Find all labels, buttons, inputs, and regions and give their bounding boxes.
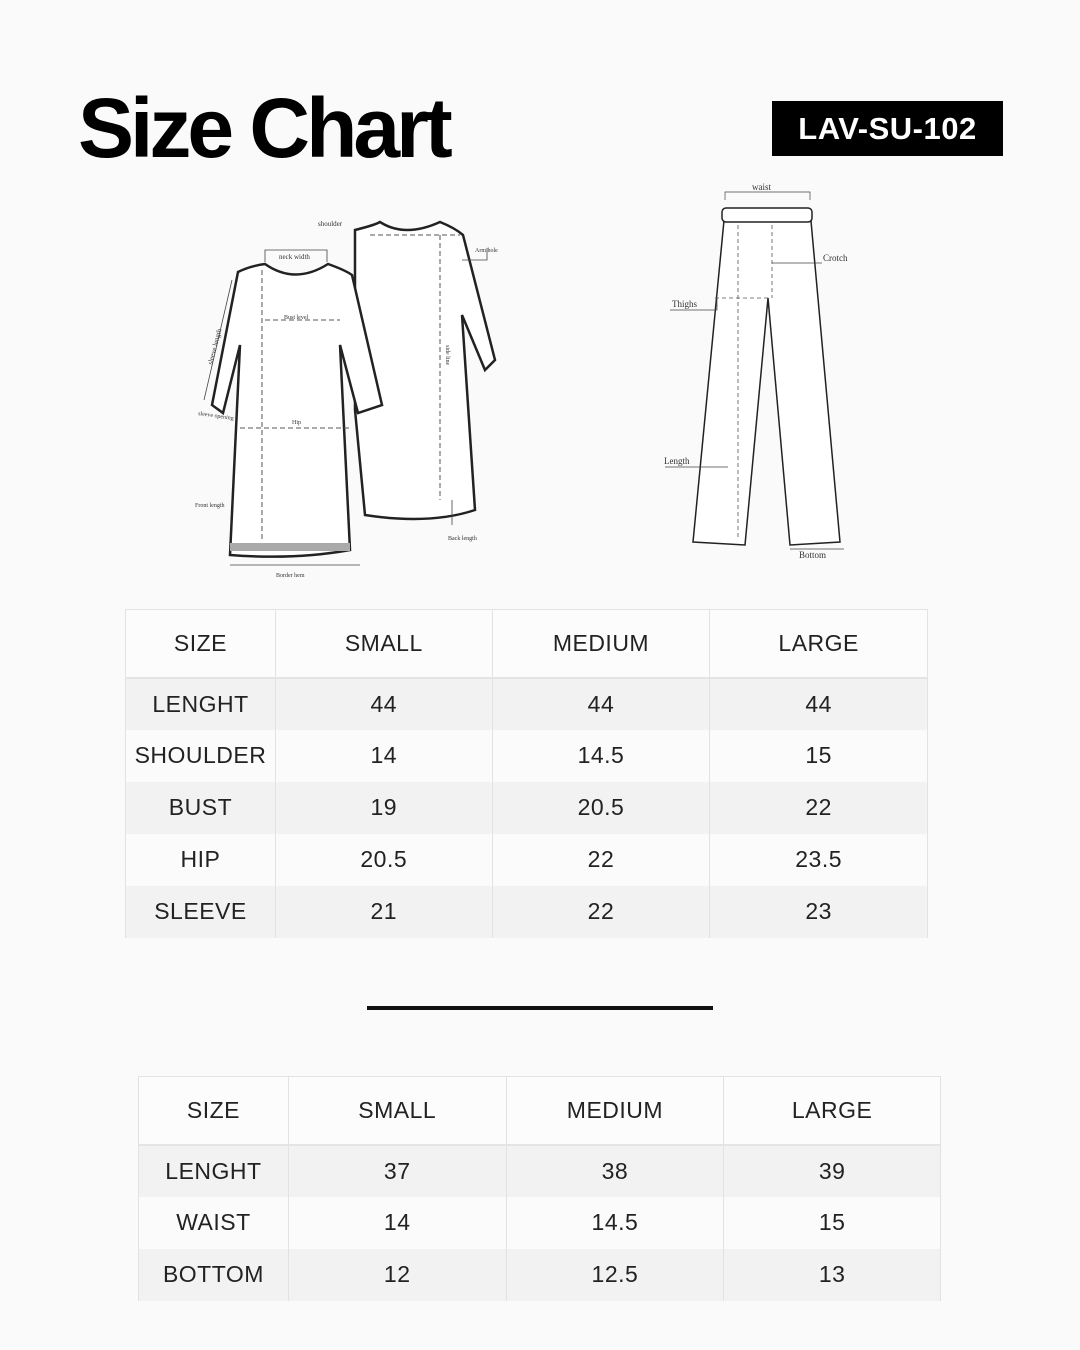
cell: 14 xyxy=(275,729,493,782)
column-header: SMALL xyxy=(288,1076,507,1146)
row-label: BOTTOM xyxy=(138,1248,289,1301)
cell: 44 xyxy=(275,677,493,730)
label-thighs: Thighs xyxy=(672,299,697,309)
product-code-badge: LAV-SU-102 xyxy=(772,101,1003,156)
cell: 23 xyxy=(709,885,928,938)
section-divider xyxy=(367,1006,713,1010)
cell: 22 xyxy=(492,885,711,938)
label-hip: Hip xyxy=(292,420,301,426)
cell: 14 xyxy=(288,1196,507,1249)
label-border-hem: Border hem xyxy=(276,573,305,579)
row-label: LENGHT xyxy=(125,677,276,730)
table-header-row: SIZE SMALL MEDIUM LARGE xyxy=(138,1076,941,1146)
column-header: MEDIUM xyxy=(492,609,711,679)
cell: 14.5 xyxy=(506,1196,725,1249)
column-header: SIZE xyxy=(138,1076,289,1146)
cell: 37 xyxy=(288,1144,507,1197)
label-side-line: side line xyxy=(444,345,450,365)
cell: 21 xyxy=(275,885,493,938)
table-row: LENGHT 37 38 39 xyxy=(138,1144,941,1197)
label-waist: waist xyxy=(752,182,771,192)
cell: 12 xyxy=(288,1248,507,1301)
label-arm-hole: Arm hole xyxy=(475,248,498,254)
label-back-length: Back length xyxy=(448,536,477,542)
column-header: LARGE xyxy=(709,609,928,679)
table-row: SLEEVE 21 22 23 xyxy=(125,885,928,938)
label-crotch: Crotch xyxy=(823,253,848,263)
top-size-table: SIZE SMALL MEDIUM LARGE LENGHT 44 44 44 SHO… xyxy=(125,609,928,938)
cell: 38 xyxy=(506,1144,725,1197)
cell: 44 xyxy=(492,677,711,730)
label-neck-width: neck width xyxy=(279,253,310,261)
label-sleeve-opening: sleeve opening xyxy=(198,411,234,422)
bottom-size-table: SIZE SMALL MEDIUM LARGE LENGHT 37 38 39 WAI… xyxy=(138,1076,941,1301)
cell: 22 xyxy=(492,833,711,886)
cell: 19 xyxy=(275,781,493,834)
row-label: SLEEVE xyxy=(125,885,276,938)
label-bust-level: Bust level xyxy=(284,315,308,321)
row-label: WAIST xyxy=(138,1196,289,1249)
page-title: Size Chart xyxy=(78,81,453,175)
column-header: LARGE xyxy=(723,1076,941,1146)
table-row: SHOULDER 14 14.5 15 xyxy=(125,729,928,782)
label-shoulder: shoulder xyxy=(318,220,343,228)
column-header: MEDIUM xyxy=(506,1076,725,1146)
cell: 20.5 xyxy=(275,833,493,886)
cell: 14.5 xyxy=(492,729,711,782)
cell: 12.5 xyxy=(506,1248,725,1301)
kurta-illustration: shoulder neck width Arm hole Bust level … xyxy=(195,220,498,579)
table-row: BUST 19 20.5 22 xyxy=(125,781,928,834)
cell: 15 xyxy=(723,1196,941,1249)
label-length: Length xyxy=(664,456,690,466)
cell: 22 xyxy=(709,781,928,834)
cell: 39 xyxy=(723,1144,941,1197)
row-label: LENGHT xyxy=(138,1144,289,1197)
cell: 15 xyxy=(709,729,928,782)
table-row: WAIST 14 14.5 15 xyxy=(138,1196,941,1249)
label-front-length: Front length xyxy=(195,503,225,509)
row-label: BUST xyxy=(125,781,276,834)
row-label: SHOULDER xyxy=(125,729,276,782)
pants-illustration: waist Crotch Thighs Length Bottom xyxy=(664,182,848,560)
table-row: HIP 20.5 22 23.5 xyxy=(125,833,928,886)
cell: 13 xyxy=(723,1248,941,1301)
column-header: SMALL xyxy=(275,609,493,679)
table-row: LENGHT 44 44 44 xyxy=(125,677,928,730)
cell: 23.5 xyxy=(709,833,928,886)
column-header: SIZE xyxy=(125,609,276,679)
label-bottom: Bottom xyxy=(799,550,826,560)
table-header-row: SIZE SMALL MEDIUM LARGE xyxy=(125,609,928,679)
table-row: BOTTOM 12 12.5 13 xyxy=(138,1248,941,1301)
cell: 44 xyxy=(709,677,928,730)
cell: 20.5 xyxy=(492,781,711,834)
row-label: HIP xyxy=(125,833,276,886)
